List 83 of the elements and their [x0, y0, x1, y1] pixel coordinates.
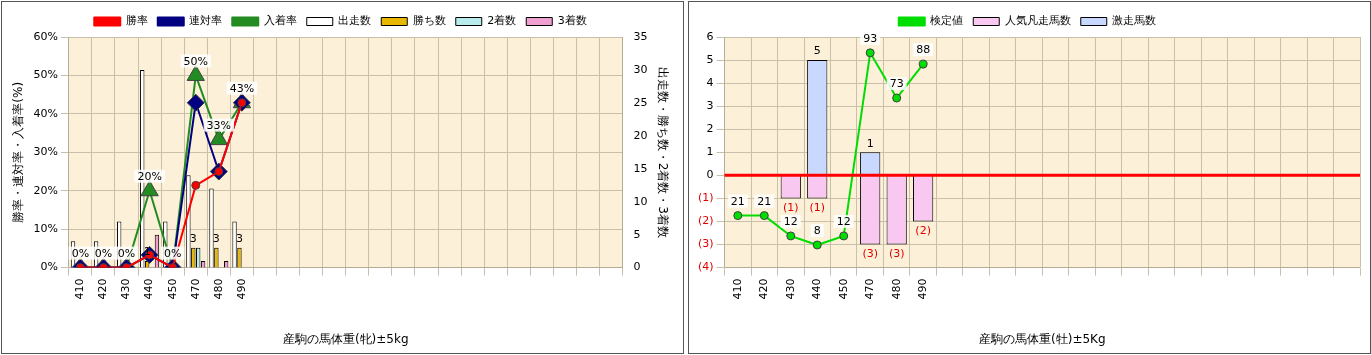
data-label: 3 — [189, 232, 197, 246]
y-tick-label: (3) — [697, 237, 714, 251]
data-label: 1 — [866, 136, 874, 150]
data-label: 0% — [163, 246, 182, 260]
y2-tick-label: 15 — [633, 161, 648, 175]
y-tick-label: 0 — [706, 168, 714, 182]
x-tick-label: 480 — [889, 278, 903, 300]
y-tick-label: (2) — [697, 214, 714, 228]
x-tick-label: 420 — [96, 278, 110, 300]
y2-tick-label: 5 — [633, 227, 641, 241]
y2-tick-label: 10 — [633, 194, 648, 208]
legend-label: 連対率 — [189, 14, 223, 28]
legend-label: 3着数 — [557, 14, 587, 28]
legend-label: 出走数 — [338, 14, 372, 28]
y-tick-label: 6 — [706, 29, 714, 43]
y-tick-label: 20% — [33, 183, 58, 197]
y-tick-label: 40% — [33, 106, 58, 120]
x-tick-label: 480 — [211, 278, 225, 300]
data-label: 93 — [863, 32, 878, 46]
x-tick-label: 430 — [119, 278, 133, 300]
legend-label: 勝率 — [125, 14, 148, 28]
data-label: 1 — [143, 245, 151, 259]
y-tick-label: 2 — [706, 122, 714, 136]
data-label: (3) — [888, 246, 905, 260]
x-tick-label: 430 — [783, 278, 797, 300]
legend-label: 入着率 — [263, 14, 297, 28]
data-label: 5 — [813, 44, 821, 58]
legend-label: 人気凡走馬数 — [1004, 14, 1071, 28]
y2-tick-label: 0 — [633, 260, 641, 274]
x-tick-label: 470 — [188, 278, 202, 300]
y-tick-label: 10% — [33, 222, 58, 236]
x-tick-label: 410 — [73, 278, 87, 300]
x-tick-label: 450 — [165, 278, 179, 300]
x-tick-label: 490 — [234, 278, 248, 300]
y2-tick-label: 20 — [633, 128, 648, 142]
data-label: 20% — [137, 170, 162, 184]
data-label: 88 — [916, 43, 931, 57]
x-axis-title: 産駒の馬体重(牝)±5kg — [282, 331, 409, 346]
data-label: 43% — [229, 82, 255, 96]
data-label: 8 — [813, 224, 821, 238]
x-tick-label: 470 — [863, 278, 877, 300]
legend-label: 激走馬数 — [1112, 14, 1157, 28]
data-label: 12 — [783, 215, 798, 229]
data-label: (3) — [862, 246, 878, 260]
x-tick-label: 490 — [916, 278, 930, 300]
y-tick-label: 5 — [706, 52, 714, 66]
y2-tick-label: 35 — [633, 29, 648, 43]
x-tick-label: 450 — [836, 278, 850, 300]
x-tick-label: 410 — [730, 278, 744, 300]
y-tick-label: 3 — [706, 99, 714, 113]
x-axis-title: 産駒の馬体重(牡)±5Kg — [979, 331, 1106, 346]
data-label: 0% — [71, 246, 90, 260]
legend-label: 2着数 — [487, 14, 517, 28]
y2-tick-label: 25 — [633, 95, 648, 109]
data-label: 3 — [235, 232, 243, 246]
y-tick-label: (1) — [697, 191, 714, 205]
y2-axis-title: 出走数・勝ち数・2着数・3着数 — [655, 66, 670, 238]
data-label: 21 — [730, 194, 745, 208]
y2-tick-label: 30 — [633, 62, 648, 76]
data-label: 0% — [117, 246, 136, 260]
data-label: 50% — [183, 54, 208, 68]
y-tick-label: 30% — [33, 145, 58, 159]
y-tick-label: 0% — [40, 260, 58, 274]
legend-label: 勝ち数 — [412, 14, 446, 28]
data-label: (1) — [809, 200, 826, 214]
y-axis-title: 勝率・連対率・入着率(%) — [11, 81, 26, 223]
data-label: 0% — [94, 246, 113, 260]
data-label: (1) — [782, 200, 799, 214]
data-label: (2) — [915, 223, 931, 237]
data-label: 12 — [836, 215, 851, 229]
x-tick-label: 420 — [757, 278, 771, 300]
y-tick-label: (4) — [697, 260, 714, 274]
data-label: 73 — [889, 77, 904, 91]
y-tick-label: 1 — [706, 145, 714, 159]
y-tick-label: 60% — [33, 29, 58, 43]
data-label: 21 — [757, 194, 772, 208]
y-tick-label: 50% — [33, 68, 58, 82]
x-tick-label: 440 — [142, 278, 156, 300]
y-tick-label: 4 — [706, 75, 714, 89]
data-label: 33% — [206, 118, 232, 132]
legend-label: 検定値 — [930, 14, 964, 28]
x-tick-label: 440 — [810, 278, 824, 300]
data-label: 3 — [212, 232, 220, 246]
